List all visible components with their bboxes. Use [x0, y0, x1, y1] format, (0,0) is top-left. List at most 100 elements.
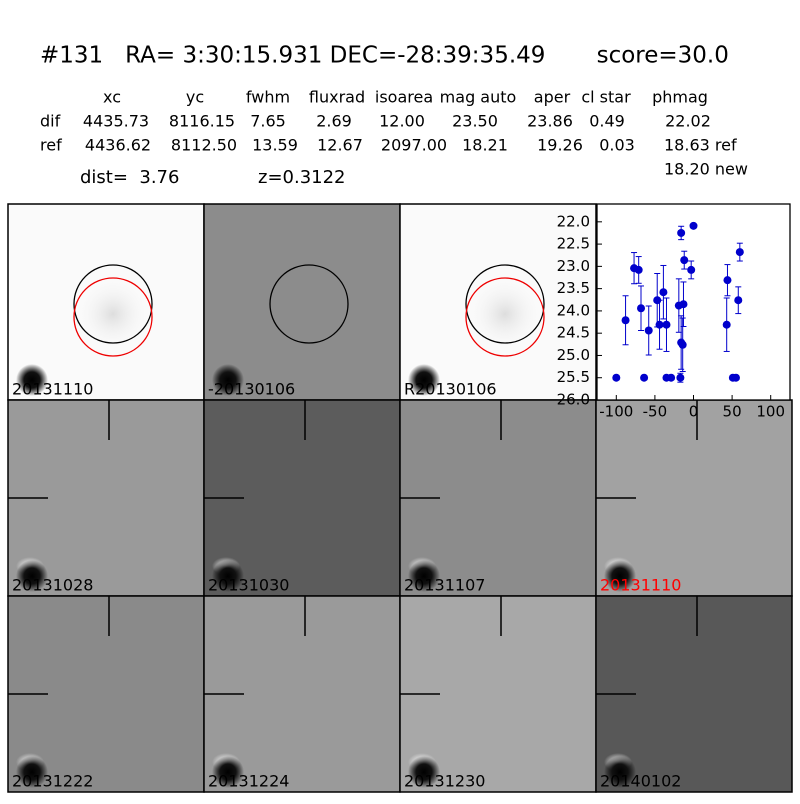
point — [612, 373, 621, 382]
panel-label: 20131028 — [12, 576, 93, 595]
ref-circle — [73, 264, 153, 344]
column-header: yc — [186, 88, 204, 107]
point — [655, 320, 664, 329]
dif-circle — [73, 277, 153, 357]
panel-label: -20130106 — [208, 380, 295, 399]
point — [677, 228, 686, 237]
star-blob — [212, 560, 244, 592]
cell: 19.26 — [537, 136, 583, 155]
star-blob — [212, 364, 244, 396]
point — [676, 373, 685, 382]
row-label: dif — [40, 112, 61, 131]
point — [621, 316, 630, 325]
y-tick-label: 25.5 — [557, 368, 590, 386]
point — [735, 248, 744, 257]
cell: 8112.50 — [171, 136, 237, 155]
column-header: xc — [103, 88, 121, 107]
cell: 13.59 — [252, 136, 298, 155]
host-glow — [465, 274, 545, 354]
row-label: ref — [40, 136, 62, 155]
star-blob — [16, 756, 48, 788]
point — [662, 320, 671, 329]
star-blob — [604, 756, 636, 788]
y-tick-label: 23.5 — [557, 279, 590, 297]
panel-label: 20131107 — [404, 576, 485, 595]
point — [634, 265, 643, 274]
cell: 18.21 — [462, 136, 508, 155]
cell: 7.65 — [250, 112, 286, 131]
panel-label: 20140102 — [600, 772, 681, 791]
point — [679, 300, 688, 309]
light-curve: 22.0 22.5 23.0 23.5 24.0 24.5 25.0 25.5 26.0 -100… — [557, 203, 791, 421]
column-header: aper — [534, 88, 571, 107]
panels: 20131110 -20130106 R20130106 20131028 201310… — [7, 203, 793, 793]
star-blob — [16, 364, 48, 396]
column-header: phmag — [652, 88, 708, 107]
panel-label: R20130106 — [404, 380, 497, 399]
panel-label: 20131110 — [12, 380, 93, 399]
x-tick-label: 50 — [723, 403, 742, 421]
y-tick-label: 24.5 — [557, 324, 590, 342]
point — [677, 338, 686, 347]
dif-circle — [465, 277, 545, 357]
point — [659, 288, 668, 297]
y-tick-label: 26.0 — [557, 391, 590, 409]
column-header: mag auto — [440, 88, 517, 107]
redshift: z=0.3122 — [258, 167, 346, 188]
point — [723, 276, 732, 285]
point — [667, 373, 676, 382]
panel-label: 20131230 — [404, 772, 485, 791]
y-tick-label: 22.5 — [557, 235, 590, 253]
x-tick-label: 0 — [689, 403, 699, 421]
cell: 4435.73 — [83, 112, 149, 131]
point — [689, 221, 698, 230]
x-tick-label: -50 — [643, 403, 668, 421]
cell: 23.50 — [452, 112, 498, 131]
column-header: fwhm — [246, 88, 290, 107]
point — [644, 326, 653, 335]
cell: 2097.00 — [381, 136, 447, 155]
cell: 2.69 — [316, 112, 352, 131]
ref-circle — [465, 264, 545, 344]
cell: 4436.62 — [85, 136, 151, 155]
cell: 22.02 — [665, 112, 711, 131]
ref-circle — [269, 264, 349, 344]
point — [640, 373, 649, 382]
point — [734, 296, 743, 305]
point — [722, 320, 731, 329]
cell: 12.00 — [379, 112, 425, 131]
point — [680, 256, 689, 265]
column-header: fluxrad — [309, 88, 365, 107]
star-blob — [604, 560, 636, 592]
star-blob — [408, 364, 440, 396]
cell: 12.67 — [317, 136, 363, 155]
cell: 0.03 — [599, 136, 635, 155]
star-blob — [16, 560, 48, 592]
cell: 0.49 — [589, 112, 625, 131]
point — [637, 304, 646, 313]
plot-area — [596, 203, 791, 401]
y-tick-label: 23.0 — [557, 257, 590, 275]
y-tick-label: 24.0 — [557, 301, 590, 319]
point — [731, 373, 740, 382]
column-header: isoarea — [375, 88, 433, 107]
cell: 8116.15 — [169, 112, 235, 131]
column-header: cl star — [581, 88, 631, 107]
title: #131 RA= 3:30:15.931 DEC=-28:39:35.49 sc… — [40, 43, 729, 69]
star-blob — [408, 756, 440, 788]
phmag-new: 18.20 new — [664, 160, 748, 179]
star-blob — [408, 560, 440, 592]
x-tick-label: 100 — [756, 403, 785, 421]
y-tick-label: 25.0 — [557, 346, 590, 364]
star-blob — [212, 756, 244, 788]
host-glow — [73, 274, 153, 354]
cell: 23.86 — [527, 112, 573, 131]
panel-label: 20131222 — [12, 772, 93, 791]
dist: dist= 3.76 — [80, 167, 179, 188]
point — [687, 265, 696, 274]
panel-label: 20131030 — [208, 576, 289, 595]
cell: 18.63 ref — [664, 136, 737, 155]
panel-label: 20131110 — [600, 576, 681, 595]
y-tick-label: 22.0 — [557, 212, 590, 230]
